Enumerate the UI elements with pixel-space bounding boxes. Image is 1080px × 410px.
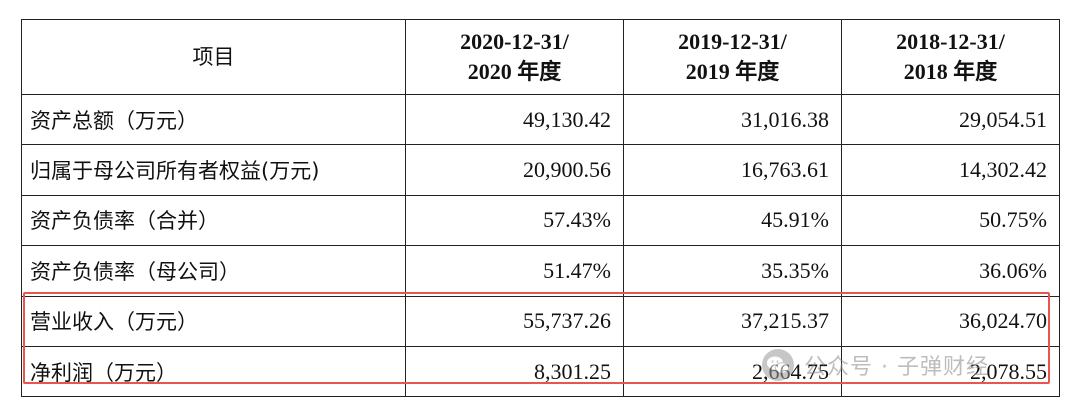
financial-summary-table: 项目 2020-12-31/ 2020 年度 2019-12-31/ 2019 … [21,19,1060,398]
cell-value: 51.47% [405,245,624,297]
column-header-year: 2019 年度 [685,59,780,84]
table-row-total-assets: 资产总额（万元） 49,130.42 31,016.38 29,054.51 [21,93,1060,146]
cell-value: 16,763.61 [623,144,842,196]
column-header-year: 2018 年度 [903,59,998,84]
row-label: 资产负债率（合并） [21,194,406,247]
row-label: 净利润（万元） [21,345,406,398]
cell-value: 2,078.55 [841,345,1060,398]
table-row-net-profit: 净利润（万元） 8,301.25 2,664.75 2,078.55 [21,345,1060,398]
cell-value: 55,737.26 [405,295,624,347]
table-row-debt-ratio-consolidated: 资产负债率（合并） 57.43% 45.91% 50.75% [21,194,1060,247]
column-header-2019: 2019-12-31/ 2019 年度 [623,19,842,95]
cell-value: 50.75% [841,194,1060,247]
cell-value: 57.43% [405,194,624,247]
cell-value: 45.91% [623,194,842,247]
cell-value: 2,664.75 [623,345,842,398]
cell-value: 31,016.38 [623,93,842,146]
table-header-row: 项目 2020-12-31/ 2020 年度 2019-12-31/ 2019 … [21,19,1060,95]
column-header-date: 2018-12-31/ [896,29,1005,54]
table-row-revenue: 营业收入（万元） 55,737.26 37,215.37 36,024.70 [21,295,1060,347]
cell-value: 35.35% [623,245,842,297]
cell-value: 29,054.51 [841,93,1060,146]
row-label: 归属于母公司所有者权益(万元) [21,144,406,196]
column-header-2018: 2018-12-31/ 2018 年度 [841,19,1060,95]
cell-value: 49,130.42 [405,93,624,146]
cell-value: 20,900.56 [405,144,624,196]
cell-value: 14,302.42 [841,144,1060,196]
column-header-date: 2019-12-31/ [678,29,787,54]
cell-value: 36.06% [841,245,1060,297]
item-column-header: 项目 [21,19,406,95]
column-header-date: 2020-12-31/ [460,29,569,54]
table-row-parent-equity: 归属于母公司所有者权益(万元) 20,900.56 16,763.61 14,3… [21,144,1060,196]
table-row-debt-ratio-parent: 资产负债率（母公司） 51.47% 35.35% 36.06% [21,245,1060,297]
column-header-2020: 2020-12-31/ 2020 年度 [405,19,624,95]
column-header-year: 2020 年度 [467,59,562,84]
cell-value: 36,024.70 [841,295,1060,347]
cell-value: 8,301.25 [405,345,624,398]
row-label: 资产负债率（母公司） [21,245,406,297]
cell-value: 37,215.37 [623,295,842,347]
row-label: 资产总额（万元） [21,93,406,146]
row-label: 营业收入（万元） [21,295,406,347]
